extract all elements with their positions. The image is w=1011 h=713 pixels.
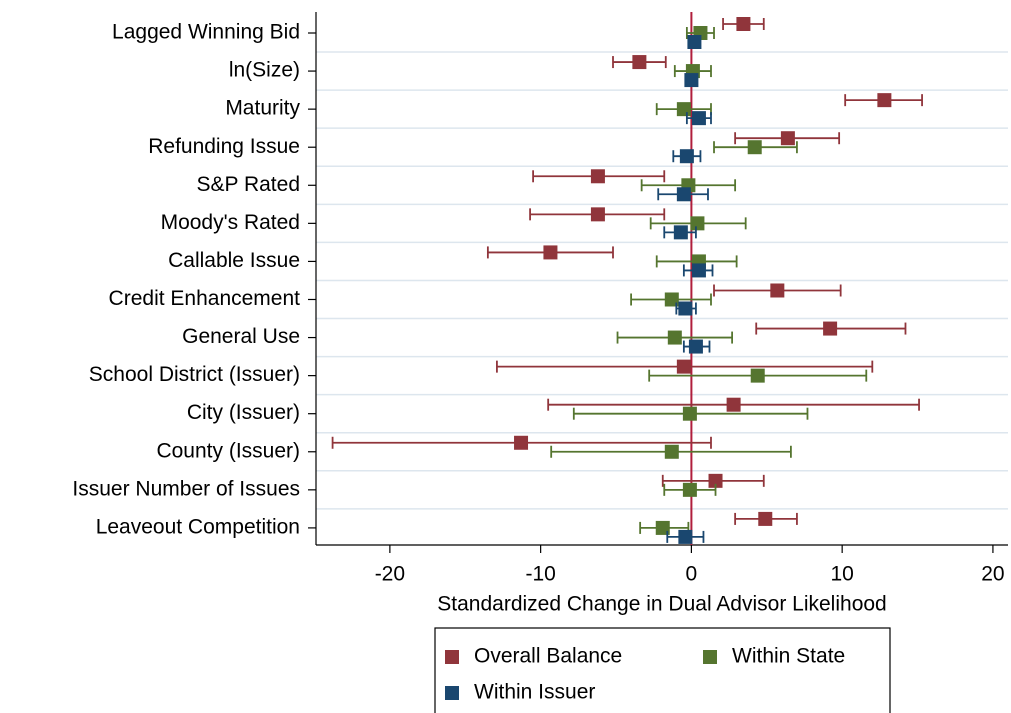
point: [679, 149, 694, 164]
legend-swatch: [703, 650, 717, 664]
point: [664, 292, 679, 307]
point: [543, 245, 558, 260]
y-tick-label: Leaveout Competition: [96, 515, 300, 538]
y-tick-label: Maturity: [225, 97, 300, 120]
x-axis-title: Standardized Change in Dual Advisor Like…: [437, 593, 886, 616]
point: [688, 339, 703, 354]
point: [590, 207, 605, 222]
point: [676, 187, 691, 202]
point: [691, 111, 706, 126]
y-tick-label: Refunding Issue: [148, 135, 300, 158]
point: [877, 93, 892, 108]
point: [678, 529, 693, 544]
point: [676, 102, 691, 117]
point: [747, 140, 762, 155]
point: [770, 283, 785, 298]
x-tick-label: 0: [686, 563, 698, 586]
y-tick-label: Credit Enhancement: [109, 287, 301, 310]
y-tick-label: County (Issuer): [156, 439, 300, 462]
point: [758, 511, 773, 526]
legend-swatch: [445, 650, 459, 664]
point: [708, 473, 723, 488]
point: [726, 397, 741, 412]
point: [682, 482, 697, 497]
point: [632, 55, 647, 70]
x-tick-label: 10: [830, 563, 853, 586]
point: [590, 169, 605, 184]
x-tick-label: -20: [375, 563, 405, 586]
y-tick-label: Issuer Number of Issues: [72, 477, 300, 500]
legend-label: Within State: [732, 645, 845, 668]
point: [684, 73, 699, 88]
y-tick-label: S&P Rated: [196, 173, 300, 196]
y-tick-label: Lagged Winning Bid: [112, 21, 300, 44]
point: [673, 225, 688, 240]
y-tick-label: Callable Issue: [168, 249, 300, 272]
legend-label: Within Issuer: [474, 681, 595, 704]
point: [667, 330, 682, 345]
legend-swatch: [445, 686, 459, 700]
point: [687, 35, 702, 49]
point: [655, 520, 670, 535]
y-tick-label: City (Issuer): [187, 401, 300, 424]
y-tick-label: School District (Issuer): [89, 363, 300, 386]
x-tick-label: 20: [981, 563, 1004, 586]
point: [514, 435, 529, 450]
point: [682, 406, 697, 421]
legend-box: [434, 627, 891, 713]
y-tick-label: General Use: [182, 325, 300, 348]
y-tick-label: ln(Size): [229, 59, 300, 82]
point: [823, 321, 838, 336]
point: [678, 301, 693, 316]
point: [691, 263, 706, 278]
point: [736, 17, 751, 31]
point: [780, 131, 795, 146]
point: [750, 368, 765, 383]
x-tick-label: -10: [525, 563, 555, 586]
point: [690, 216, 705, 231]
point: [664, 444, 679, 459]
y-tick-label: Moody's Rated: [161, 211, 300, 234]
point: [676, 359, 691, 374]
legend-label: Overall Balance: [474, 645, 622, 668]
